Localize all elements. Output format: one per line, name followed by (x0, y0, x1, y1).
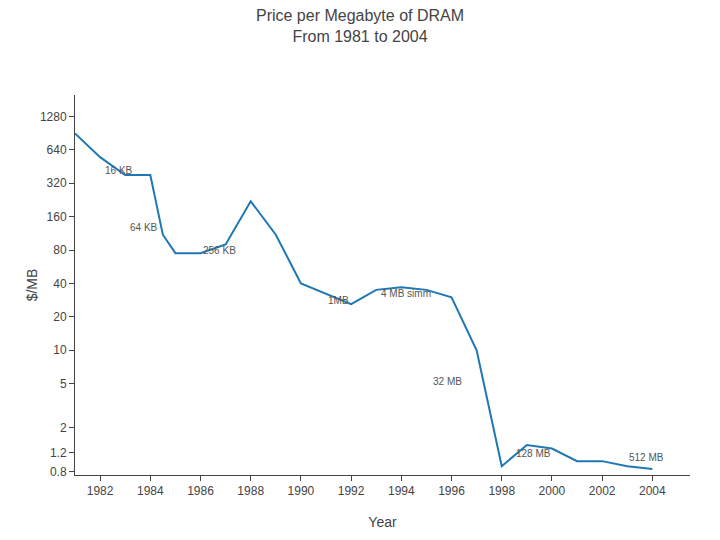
svg-text:2002: 2002 (589, 484, 616, 498)
svg-text:20: 20 (53, 310, 67, 324)
svg-text:128 MB: 128 MB (516, 448, 551, 459)
svg-text:80: 80 (53, 243, 67, 257)
svg-text:1994: 1994 (388, 484, 415, 498)
svg-text:0.8: 0.8 (50, 465, 67, 479)
svg-text:32 MB: 32 MB (433, 376, 462, 387)
svg-text:1984: 1984 (137, 484, 164, 498)
svg-text:1982: 1982 (87, 484, 114, 498)
svg-text:1990: 1990 (288, 484, 315, 498)
svg-text:40: 40 (53, 277, 67, 291)
svg-text:Year: Year (368, 514, 397, 530)
svg-text:512 MB: 512 MB (629, 452, 664, 463)
svg-text:2000: 2000 (539, 484, 566, 498)
svg-text:64 KB: 64 KB (130, 222, 158, 233)
svg-text:4 MB simm: 4 MB simm (381, 288, 431, 299)
svg-text:2: 2 (60, 421, 67, 435)
svg-text:Price per Megabyte of DRAMFrom: Price per Megabyte of DRAMFrom 1981 to 2… (256, 7, 464, 45)
svg-text:10: 10 (53, 343, 67, 357)
svg-text:1988: 1988 (237, 484, 264, 498)
svg-text:5: 5 (60, 377, 67, 391)
svg-text:160: 160 (47, 210, 67, 224)
svg-text:1996: 1996 (438, 484, 465, 498)
svg-text:16 KB: 16 KB (105, 165, 133, 176)
svg-text:1.2: 1.2 (50, 446, 67, 460)
svg-text:1280: 1280 (40, 110, 67, 124)
svg-text:1MB: 1MB (328, 295, 349, 306)
svg-text:640: 640 (47, 143, 67, 157)
svg-text:2004: 2004 (639, 484, 666, 498)
svg-text:320: 320 (47, 176, 67, 190)
svg-text:256 KB: 256 KB (203, 245, 236, 256)
svg-text:$/MB: $/MB (24, 269, 40, 302)
svg-text:1986: 1986 (187, 484, 214, 498)
svg-text:1992: 1992 (338, 484, 365, 498)
svg-text:1998: 1998 (488, 484, 515, 498)
